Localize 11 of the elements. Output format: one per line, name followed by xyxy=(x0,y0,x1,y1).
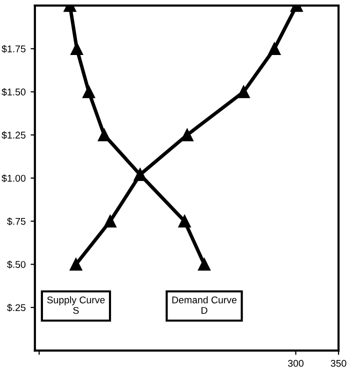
x-tick-label: 300 xyxy=(288,360,304,367)
annotation: Supply Curve S xyxy=(47,296,105,314)
y-tick-label: $.25 xyxy=(7,304,26,312)
y-tick-label: $.50 xyxy=(7,260,26,269)
annotation: Demand Curve D xyxy=(172,296,237,314)
y-tick-label: $1.75 xyxy=(2,45,26,53)
y-tick-label: $1.25 xyxy=(2,131,26,140)
y-tick-label: $1.50 xyxy=(2,88,26,96)
y-tick-label: $1.00 xyxy=(2,174,26,182)
x-tick-label: 350 xyxy=(330,360,346,367)
y-tick-label: $.75 xyxy=(7,218,26,226)
